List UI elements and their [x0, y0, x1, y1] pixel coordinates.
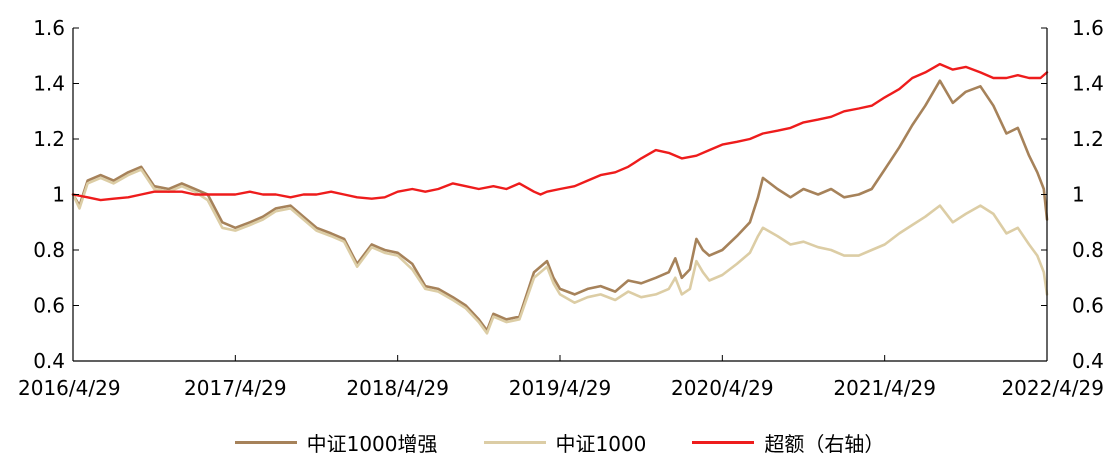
x-tick-label: 2016/4/29 — [18, 376, 121, 400]
right-y-tick-label: 0.4 — [1072, 349, 1104, 373]
series-layer — [71, 62, 1049, 335]
legend-label: 超额（右轴） — [764, 431, 885, 456]
right-y-tick-label: 0.6 — [1072, 294, 1104, 318]
legend-swatch — [692, 440, 755, 444]
x-tick-label: 2022/4/29 — [1001, 376, 1104, 400]
x-tick-label: 2019/4/29 — [509, 376, 612, 400]
chart-legend: 中证1000增强 中证1000 超额（右轴） — [0, 424, 1119, 460]
legend-item-1: 中证1000增强 — [234, 428, 438, 457]
series-line-3 — [71, 62, 1049, 202]
left-y-tick-label: 1.6 — [33, 16, 65, 40]
legend-swatch — [234, 440, 297, 444]
x-tick-label: 2018/4/29 — [346, 376, 449, 400]
line-chart: 0.4 0.6 0.8 1 1.2 1.4 1.6 0.4 0.6 0.8 1 1.2 1.4 1.6 20… — [18, 16, 1104, 400]
left-y-tick-label: 1.2 — [33, 127, 65, 151]
left-y-tick-label: 0.6 — [33, 294, 65, 318]
right-y-tick-label: 1.2 — [1072, 127, 1104, 151]
x-tick-label: 2017/4/29 — [184, 376, 287, 400]
right-y-tick-label: 1.6 — [1072, 16, 1104, 40]
legend-label: 中证1000增强 — [306, 431, 438, 456]
left-y-tick-label: 1 — [52, 183, 65, 207]
left-y-tick-label: 0.4 — [33, 349, 65, 373]
left-y-tick-label: 0.8 — [33, 238, 65, 262]
right-y-tick-label: 1.4 — [1072, 72, 1104, 96]
axes-layer: 0.4 0.6 0.8 1 1.2 1.4 1.6 0.4 0.6 0.8 1 1.2 1.4 1.6 20… — [18, 16, 1104, 400]
legend-label: 中证1000 — [555, 431, 647, 456]
right-y-tick-label: 1 — [1072, 183, 1085, 207]
legend-item-3: 超额（右轴） — [692, 428, 884, 457]
x-tick-label: 2020/4/29 — [671, 376, 774, 400]
series-line-2 — [71, 168, 1049, 335]
left-y-tick-label: 1.4 — [33, 72, 65, 96]
legend-swatch — [483, 440, 546, 444]
x-tick-label: 2021/4/29 — [833, 376, 936, 400]
legend-item-2: 中证1000 — [483, 428, 647, 457]
right-y-tick-label: 0.8 — [1072, 238, 1104, 262]
series-line-1 — [71, 79, 1049, 332]
